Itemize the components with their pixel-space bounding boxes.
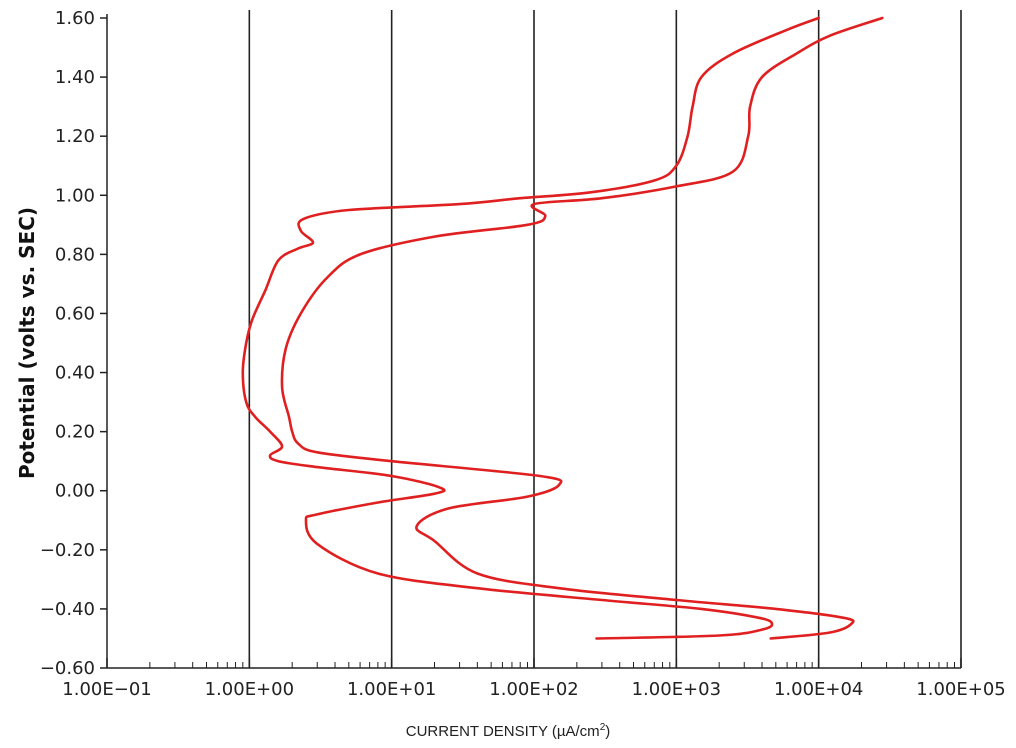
y-tick-label: −0.20	[40, 540, 95, 561]
x-axis-label: CURRENT DENSITY (µA/cm2)	[0, 722, 1016, 740]
x-tick-label: 1.00E+00	[205, 679, 294, 700]
x-tick-label: 1.00E−01	[62, 679, 151, 700]
x-tick-label: 1.00E+04	[774, 679, 863, 700]
data-series	[241, 16, 884, 640]
x-tick-label: 1.00E+05	[916, 679, 1005, 700]
x-axis-label-close: )	[605, 723, 611, 740]
y-axis-ticks: 1.60 1.40 1.20 1.00 0.80 0.60 0.40 0.20 0.00 −0.2…	[40, 8, 107, 679]
x-axis-ticks: 1.00E−01 1.00E+00 1.00E+01 1.00E+02 1.00E+03…	[62, 658, 1006, 700]
x-axis-label-main: CURRENT DENSITY (µA/cm	[405, 723, 600, 740]
y-tick-label: 1.00	[55, 185, 95, 206]
y-tick-label: 1.60	[55, 8, 95, 29]
y-tick-label: 0.40	[55, 363, 95, 384]
y-tick-label: 1.40	[55, 67, 95, 88]
y-tick-label: 0.00	[55, 481, 95, 502]
y-axis-label: Potential (volts vs. SEC)	[15, 207, 39, 479]
y-tick-label: 0.80	[55, 244, 95, 265]
x-tick-label: 1.00E+02	[489, 679, 578, 700]
vertical-gridlines	[248, 10, 962, 668]
x-tick-label: 1.00E+03	[632, 679, 721, 700]
x-tick-label: 1.00E+01	[347, 679, 436, 700]
y-tick-label: −0.40	[40, 599, 95, 620]
y-tick-label: 0.20	[55, 422, 95, 443]
y-tick-label: 0.60	[55, 303, 95, 324]
y-tick-label: 1.20	[55, 126, 95, 147]
x-axis-label-superscript: 2	[599, 722, 606, 733]
y-tick-label: −0.60	[40, 658, 95, 679]
polarization-curve-2	[280, 16, 884, 640]
polarization-curve-1	[241, 16, 820, 640]
